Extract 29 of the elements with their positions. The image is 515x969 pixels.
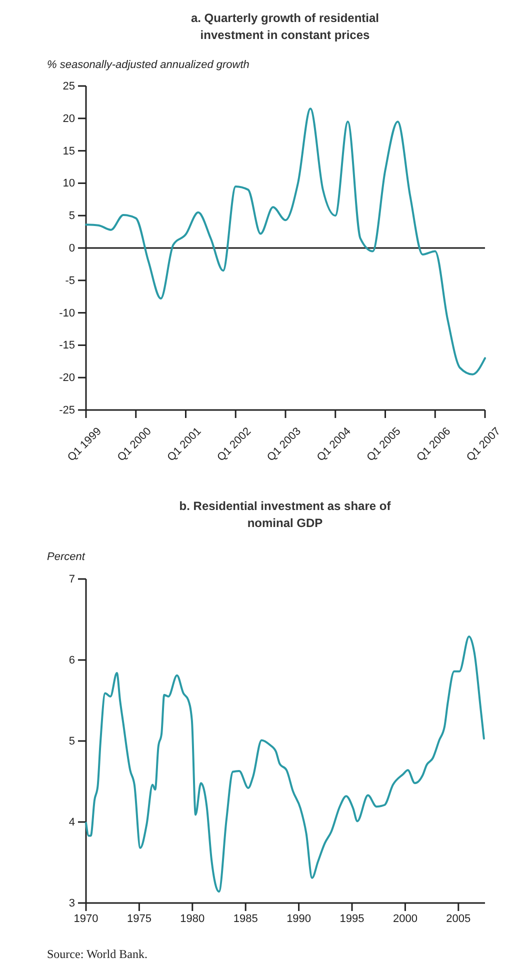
y-tick-label: 3 — [68, 898, 75, 910]
y-tick-label: 20 — [62, 112, 75, 125]
x-tick-label: 2005 — [446, 912, 471, 925]
y-axis-title: Percent — [47, 551, 86, 563]
x-tick-label: 1975 — [126, 912, 152, 925]
y-tick-label: 0 — [68, 242, 75, 255]
y-tick-label: -10 — [59, 307, 75, 320]
x-tick-label: 1970 — [74, 912, 98, 925]
y-tick-label: -20 — [59, 372, 75, 384]
y-tick-label: -15 — [59, 340, 75, 352]
y-tick-label: 25 — [62, 80, 75, 93]
y-tick-label: 4 — [68, 816, 75, 829]
x-tick-label: 1980 — [180, 912, 205, 925]
y-tick-label: 5 — [68, 210, 75, 222]
chart-title: a. Quarterly growth of residential investment in constant prices — [190, 11, 380, 42]
y-tick-label: 5 — [68, 736, 75, 748]
x-tick-label: 1990 — [286, 912, 312, 925]
y-tick-label: 10 — [62, 178, 75, 190]
y-tick-label: -5 — [65, 274, 75, 287]
y-tick-label: 15 — [62, 145, 75, 158]
x-tick-label: 1985 — [233, 912, 258, 925]
source-note: Source: World Bank. — [47, 947, 148, 961]
y-tick-label: 7 — [68, 574, 75, 586]
y-axis-title: % seasonally-adjusted annualized growth — [47, 59, 250, 71]
y-tick-label: -25 — [59, 404, 75, 417]
y-tick-label: 6 — [68, 654, 75, 667]
x-tick-label: 2000 — [392, 912, 418, 925]
x-tick-label: 1995 — [340, 912, 364, 925]
chart-title: b. Residential investment as share of nominal GDP — [179, 499, 392, 530]
